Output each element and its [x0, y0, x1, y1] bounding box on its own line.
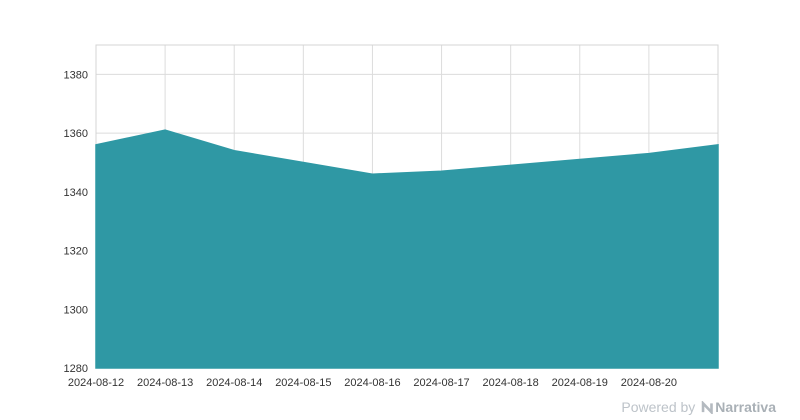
x-tick-label: 2024-08-18 [483, 377, 539, 389]
x-tick-label: 2024-08-12 [68, 377, 124, 389]
y-tick-label: 1300 [64, 304, 88, 316]
y-tick-label: 1380 [64, 69, 88, 81]
footer-credit: Powered by Narrativa [621, 400, 776, 414]
x-tick-label: 2024-08-15 [275, 377, 331, 389]
area-series [95, 129, 719, 369]
y-tick-label: 1360 [64, 128, 88, 140]
narrativa-brand-text: Narrativa [715, 399, 776, 415]
powered-by-text: Powered by [621, 399, 696, 415]
narrativa-logo-icon [701, 400, 714, 414]
x-tick-label: 2024-08-19 [552, 377, 608, 389]
x-tick-label: 2024-08-16 [344, 377, 400, 389]
x-tick-label: 2024-08-13 [137, 377, 193, 389]
y-tick-label: 1280 [64, 363, 88, 375]
x-tick-label: 2024-08-14 [206, 377, 262, 389]
y-tick-label: 1320 [64, 246, 88, 258]
x-tick-label: 2024-08-17 [413, 377, 469, 389]
x-tick-label: 2024-08-20 [621, 377, 677, 389]
y-tick-label: 1340 [64, 187, 88, 199]
